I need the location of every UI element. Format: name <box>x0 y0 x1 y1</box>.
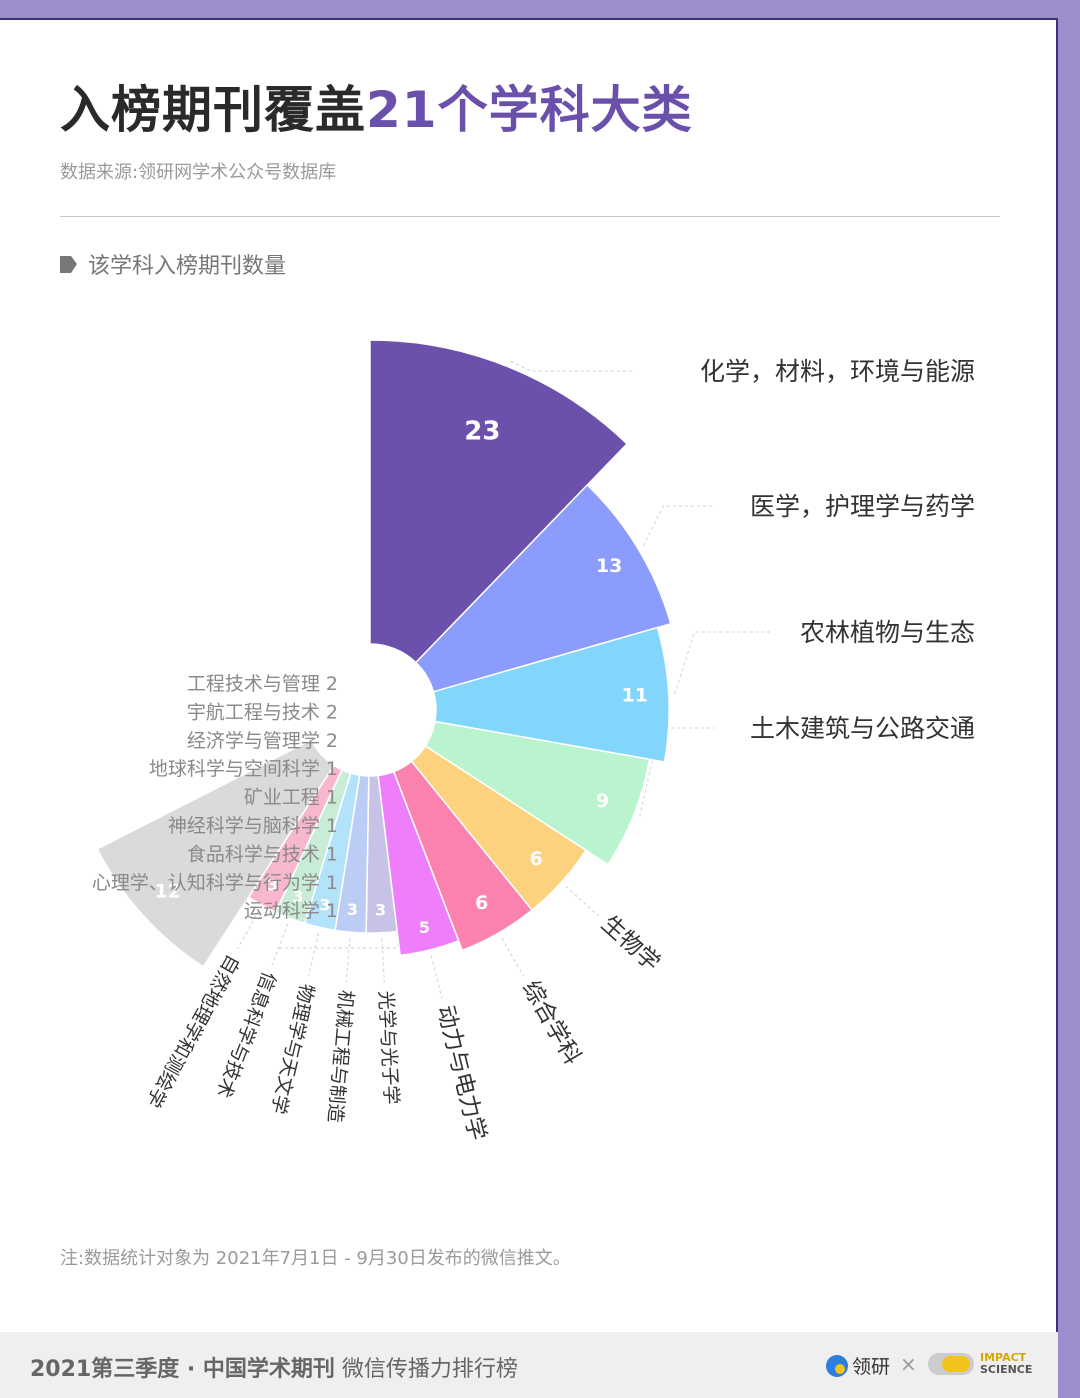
slice <box>432 626 670 763</box>
slice-value: 3 <box>347 900 358 919</box>
slice <box>369 339 629 664</box>
leader-line <box>237 910 260 950</box>
other-subject: 神经科学与脑科学 1 <box>168 815 338 837</box>
slice <box>96 738 336 968</box>
leader-line <box>510 360 635 372</box>
brand-lingyan-label: 领研 <box>852 1356 891 1378</box>
times-sign: × <box>900 1352 917 1376</box>
slice-label: 光学与光子学 <box>374 990 402 1105</box>
slice-value: 6 <box>529 848 542 870</box>
leader-line <box>345 938 351 983</box>
leader-line <box>674 631 770 695</box>
slice-value: 6 <box>475 892 488 914</box>
slice-value: 23 <box>464 416 500 446</box>
slice-value: 11 <box>621 685 647 707</box>
other-subject: 心理学、认知科学与行为学 1 <box>92 872 338 894</box>
impact-science-logo-icon <box>928 1353 974 1375</box>
title-highlight: 21个学科大类 <box>366 81 693 139</box>
slice-value: 3 <box>319 895 330 914</box>
legend-marker-icon <box>60 255 77 273</box>
legend-label: 该学科入榜期刊数量 <box>88 254 287 279</box>
slice-value: 3 <box>267 875 278 894</box>
footer-title-light: 微信传播力排行榜 <box>334 1357 518 1382</box>
slice-value: 3 <box>292 887 303 906</box>
leader-line <box>642 505 715 546</box>
leader-line <box>271 923 289 966</box>
slice-value: 9 <box>596 790 609 812</box>
slice-value: 13 <box>596 555 622 577</box>
leader-lines <box>237 360 770 999</box>
slice-value: 5 <box>419 918 430 937</box>
divider <box>60 216 1000 217</box>
footer-title: 2021第三季度 · 中国学术期刊 微信传播力排行榜 <box>30 1351 518 1383</box>
brand-impact-science-label: IMPACT SCIENCE <box>980 1352 1032 1376</box>
slice-label: 综合学科 <box>517 976 586 1069</box>
lingyan-logo-icon <box>826 1354 848 1377</box>
slice-label: 生物学 <box>596 911 665 976</box>
slice <box>377 770 460 957</box>
other-subject: 矿业工程 1 <box>244 787 338 809</box>
slice-value: 3 <box>375 900 386 919</box>
others-bracket <box>278 920 399 949</box>
other-subject: 食品科学与技术 1 <box>187 843 338 865</box>
slice-label: 化学，材料，环境与能源 <box>700 357 975 386</box>
leader-line <box>381 938 385 983</box>
slice <box>414 483 672 693</box>
brand2-line1: IMPACT <box>980 1351 1027 1364</box>
slice <box>392 760 534 952</box>
leader-line <box>308 933 319 977</box>
slice-label: 机械工程与制造 <box>323 989 357 1123</box>
other-subject: 地球科学与空间科学 1 <box>149 758 338 780</box>
other-subject: 工程技术与管理 2 <box>187 673 338 695</box>
legend: 该学科入榜期刊数量 <box>60 248 286 280</box>
slice-value: 12 <box>155 881 181 903</box>
leader-line <box>565 885 599 917</box>
slices <box>96 339 672 968</box>
other-subject: 经济学与管理学 2 <box>187 730 338 752</box>
slice-label: 医学，护理学与药学 <box>750 492 975 521</box>
other-subject: 运动科学 1 <box>244 900 338 922</box>
footnote: 注:数据统计对象为 2021年7月1日 - 9月30日发布的微信推文。 <box>60 1248 571 1269</box>
slice <box>410 744 587 912</box>
slice-label: 农林植物与生态 <box>800 618 975 647</box>
brand2-line2: SCIENCE <box>980 1363 1033 1376</box>
data-source: 数据来源:领研网学术公众号数据库 <box>60 162 337 183</box>
slice-label: 动力与电力学 <box>432 1003 491 1143</box>
brand-lingyan: 领研 <box>826 1352 890 1379</box>
slice-label: 物理学与天文学 <box>267 982 318 1117</box>
brand-impact-science: IMPACT SCIENCE <box>928 1352 1032 1376</box>
leader-line <box>430 955 443 999</box>
page-title: 入榜期刊覆盖21个学科大类 <box>60 70 693 142</box>
other-subject: 宇航工程与技术 2 <box>187 701 338 723</box>
title-main: 入榜期刊覆盖 <box>60 81 366 139</box>
slice-label: 土木建筑与公路交通 <box>750 714 975 743</box>
leader-line <box>501 937 525 977</box>
footer-title-bold: 2021第三季度 · 中国学术期刊 <box>30 1357 335 1382</box>
slice <box>424 720 651 866</box>
footer-bar: 2021第三季度 · 中国学术期刊 微信传播力排行榜 领研 × IMPACT SC… <box>0 1332 1058 1398</box>
